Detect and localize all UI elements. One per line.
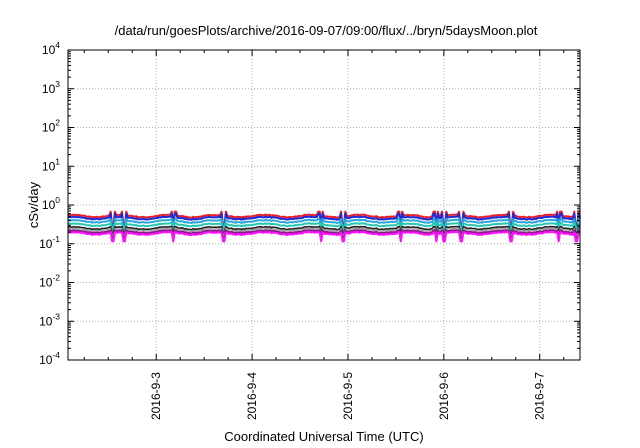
- chart-title: /data/run/goesPlots/archive/2016-09-07/0…: [115, 23, 538, 38]
- x-axis: 2016-9-3 2016-9-4 2016-9-5 2016-9-6 2016-9-7: [83, 50, 565, 420]
- y-tick-label: 100: [42, 195, 60, 212]
- series-line: [67, 227, 581, 236]
- x-tick-label: 2016-9-3: [149, 372, 163, 420]
- series-line: [67, 212, 581, 230]
- x-axis-label: Coordinated Universal Time (UTC): [224, 429, 423, 444]
- x-tick-label: 2016-9-7: [533, 372, 547, 420]
- y-tick-label: 102: [42, 118, 60, 135]
- series-group: [67, 210, 581, 243]
- y-tick-label: 10-2: [39, 273, 60, 290]
- series-line: [67, 222, 581, 232]
- series-line: [67, 217, 581, 230]
- x-tick-label: 2016-9-5: [341, 372, 355, 420]
- series-line: [67, 225, 581, 234]
- series-line: [67, 229, 581, 239]
- y-tick-label: 104: [42, 40, 60, 57]
- y-tick-label: 10-3: [39, 311, 60, 328]
- series-line: [67, 230, 581, 243]
- y-axis: 10-4 10-3 10-2 10-1 100 101 102 103 104: [39, 40, 580, 367]
- y-axis-label: cSv/day: [26, 181, 41, 228]
- y-tick-label: 101: [42, 156, 60, 173]
- y-tick-label: 10-4: [39, 350, 60, 367]
- grid: [68, 50, 580, 360]
- y-tick-label: 10-1: [39, 234, 60, 251]
- x-tick-label: 2016-9-6: [437, 372, 451, 420]
- y-tick-label: 103: [42, 79, 60, 96]
- x-tick-label: 2016-9-4: [245, 372, 259, 420]
